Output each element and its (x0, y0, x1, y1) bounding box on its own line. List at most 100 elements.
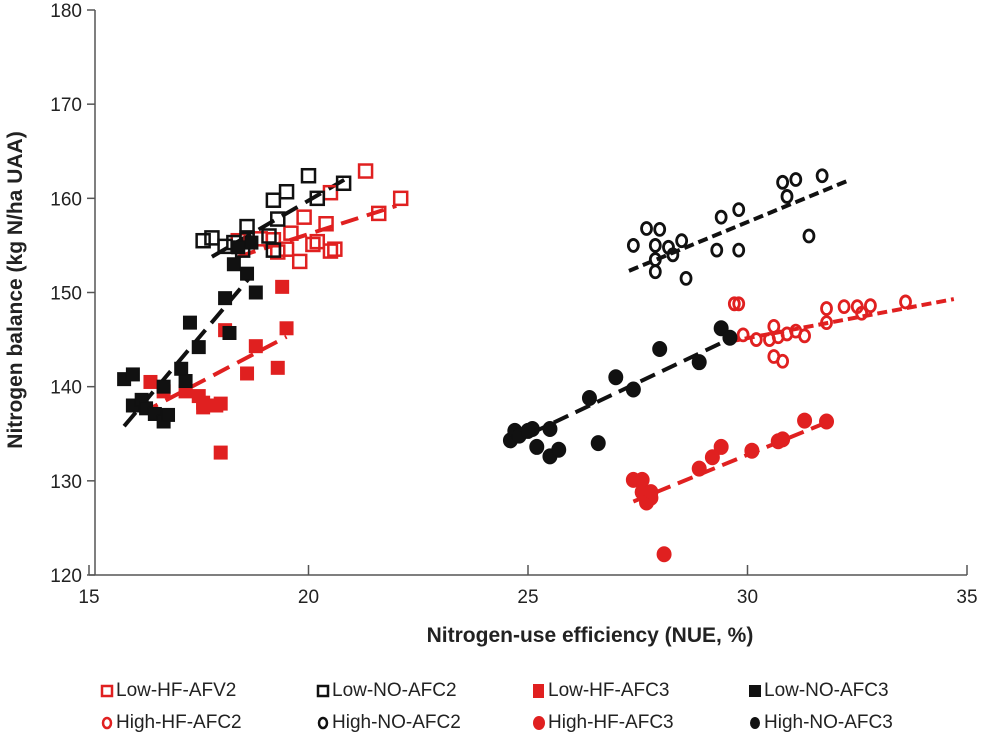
x-tick-label: 20 (298, 587, 319, 608)
data-point-high-hf-afc2 (820, 315, 833, 331)
data-point-high-no-afc2 (648, 238, 662, 253)
data-point-low-no-afc3 (174, 361, 189, 376)
data-point-high-no-afc2 (732, 242, 746, 258)
data-point-high-no-afc2 (675, 233, 689, 249)
x-tick-label: 15 (78, 587, 99, 608)
data-point-low-no-afc3 (125, 367, 140, 382)
data-point-low-no-afc2 (195, 232, 211, 249)
filled-red-circle-icon (533, 716, 545, 730)
data-points (117, 163, 912, 563)
data-point-high-hf-afc2 (732, 296, 746, 312)
legend-item-high-hf-afc2: High-HF-AFC2 (100, 712, 316, 734)
data-point-high-hf-afc3 (704, 449, 720, 466)
legend-item-high-no-afc3: High-NO-AFC3 (748, 712, 964, 734)
data-point-low-hf-afv2 (322, 184, 339, 201)
open-red-square-icon (100, 684, 114, 698)
data-point-high-hf-afc2 (798, 328, 811, 344)
x-tick-label: 30 (737, 587, 758, 608)
data-point-high-no-afc3 (691, 354, 707, 371)
legend-item-high-no-afc2: High-NO-AFC2 (316, 712, 532, 734)
y-tick-label: 120 (50, 566, 82, 587)
data-point-low-hf-afv2 (309, 233, 326, 250)
x-tick-label: 35 (956, 587, 977, 608)
data-point-high-hf-afc3 (713, 438, 729, 455)
data-point-high-no-afc3 (608, 369, 624, 386)
data-point-high-no-afc2 (710, 242, 724, 258)
data-point-low-hf-afc3 (240, 366, 255, 381)
trend-line-high-no-afc3 (509, 334, 736, 445)
legend-row: Low-HF-AFV2 Low-NO-AFC2 Low-HF-AFC3 Low-… (100, 675, 990, 707)
data-point-high-hf-afc2 (736, 327, 750, 343)
data-point-high-no-afc2 (815, 168, 829, 184)
legend-label: High-NO-AFC2 (332, 712, 461, 733)
trend-line-high-hf-afc2 (729, 297, 955, 344)
y-tick-label: 170 (50, 95, 82, 116)
data-point-low-no-afc3 (182, 315, 197, 330)
filled-black-square-icon (749, 685, 761, 697)
data-point-high-no-afc2 (789, 172, 803, 187)
data-point-low-no-afc3 (248, 285, 263, 300)
data-point-low-no-afc2 (278, 183, 295, 200)
legend-item-low-no-afc3: Low-NO-AFC3 (748, 680, 964, 702)
data-point-low-hf-afv2 (357, 163, 374, 179)
data-point-high-no-afc3 (551, 441, 567, 458)
legend-item-high-hf-afc3: High-HF-AFC3 (532, 712, 748, 734)
legend-label: High-HF-AFC2 (116, 712, 242, 733)
data-point-low-hf-afv2 (322, 243, 339, 259)
data-point-low-no-afc2 (300, 167, 317, 184)
open-black-square-icon (316, 684, 330, 698)
data-point-low-no-afc2 (261, 228, 277, 244)
data-point-high-no-afc2 (626, 238, 640, 253)
data-point-low-no-afc3 (191, 340, 206, 355)
data-point-high-hf-afc2 (749, 332, 763, 347)
data-point-low-no-afc3 (240, 266, 255, 281)
data-point-low-no-afc3 (161, 407, 176, 422)
y-tick-label: 140 (50, 378, 82, 399)
y-tick-label: 130 (50, 472, 82, 493)
data-point-low-hf-afc3 (213, 396, 228, 411)
data-point-high-hf-afc3 (691, 460, 707, 477)
data-point-low-no-afc3 (222, 325, 237, 340)
data-point-high-no-afc3 (722, 329, 738, 346)
y-axis-title: Nitrogen balance (kg N/ha UAA) (4, 131, 27, 448)
data-point-low-hf-afc3 (143, 374, 158, 389)
legend-label: High-HF-AFC3 (548, 712, 674, 733)
data-point-low-hf-afv2 (305, 236, 321, 253)
data-point-high-hf-afc3 (744, 442, 760, 459)
legend-label: High-NO-AFC3 (764, 712, 893, 733)
legend-label: Low-NO-AFC2 (332, 680, 457, 701)
data-point-high-no-afc2 (648, 264, 662, 280)
data-point-low-no-afc2 (239, 218, 255, 235)
data-point-high-hf-afc2 (727, 296, 741, 312)
data-point-high-hf-afc2 (864, 298, 877, 314)
data-point-low-no-afc3 (231, 240, 246, 255)
data-point-high-hf-afc3 (797, 412, 813, 429)
trend-line-low-hf-afv2 (237, 203, 397, 259)
data-point-low-no-afc3 (226, 257, 241, 272)
data-point-high-no-afc2 (780, 189, 794, 204)
data-point-high-no-afc3 (625, 381, 641, 398)
data-point-high-no-afc2 (679, 270, 693, 286)
data-point-high-no-afc3 (652, 341, 668, 357)
data-point-high-no-afc2 (714, 209, 728, 225)
data-point-high-no-afc2 (776, 174, 790, 190)
data-point-low-no-afc2 (204, 230, 220, 246)
legend-item-low-hf-afv2: Low-HF-AFV2 (100, 680, 316, 702)
data-point-low-hf-afv2 (370, 205, 387, 222)
data-point-high-no-afc3 (581, 389, 597, 406)
data-point-high-hf-afc2 (820, 301, 833, 316)
data-point-low-no-afc2 (309, 190, 326, 207)
legend-label: Low-HF-AFC3 (548, 680, 670, 701)
data-point-high-no-afc2 (653, 222, 667, 237)
data-point-high-no-afc2 (640, 221, 653, 236)
data-point-high-hf-afc3 (819, 413, 835, 430)
data-point-low-hf-afc3 (279, 321, 294, 336)
legend-row: High-HF-AFC2 High-NO-AFC2 High-HF-AFC3 H… (100, 707, 990, 739)
data-point-high-hf-afc3 (775, 431, 791, 448)
data-point-low-hf-afv2 (291, 253, 308, 270)
y-tick-label: 160 (50, 189, 82, 210)
data-point-low-no-afc2 (270, 211, 286, 227)
x-axis-title: Nitrogen-use efficiency (NUE, %) (427, 624, 754, 647)
data-point-low-hf-afv2 (296, 209, 312, 225)
legend-label: Low-NO-AFC3 (764, 680, 889, 701)
